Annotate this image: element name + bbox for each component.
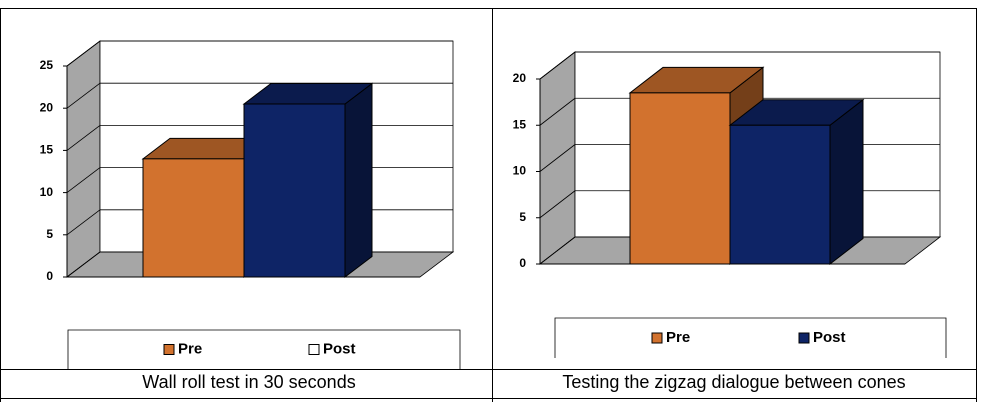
legend-box: [67, 329, 461, 369]
grid-line: [539, 190, 576, 219]
legend-swatch: [651, 332, 663, 344]
legend-label: Pre: [178, 340, 202, 357]
grid-line: [66, 125, 101, 151]
y-tick-label: 5: [46, 227, 53, 241]
y-tick-label: 20: [513, 71, 527, 85]
grid-line: [539, 51, 576, 80]
y-tick-label: 0: [46, 269, 53, 283]
bar: [142, 158, 245, 278]
grid-line: [66, 82, 101, 109]
grid-line: [539, 97, 576, 126]
legend-box: [554, 317, 947, 358]
table-frame: [0, 8, 977, 402]
y-tick-label: 20: [40, 100, 54, 114]
bar: [729, 124, 831, 265]
y-tick-label: 5: [519, 210, 526, 224]
grid-line: [539, 236, 576, 265]
grid-line: [66, 251, 101, 278]
legend-label: Post: [323, 340, 356, 357]
legend-label: Pre: [666, 329, 690, 346]
bar: [629, 92, 731, 265]
y-tick-label: 15: [40, 143, 54, 157]
bar-side: [829, 98, 864, 266]
y-tick-label: 10: [513, 164, 527, 178]
legend-label: Post: [813, 329, 846, 346]
grid-line: [66, 167, 101, 193]
y-tick-label: 10: [40, 185, 54, 199]
side-wall: [66, 40, 101, 278]
bar: [243, 103, 346, 278]
y-tick-label: 15: [513, 117, 527, 131]
legend-swatch: [163, 344, 175, 355]
grid-line: [66, 209, 101, 236]
y-tick-label: 25: [40, 58, 54, 72]
grid-line: [66, 40, 101, 67]
bar-side: [344, 82, 373, 279]
caption: Testing the zigzag dialogue between cone…: [562, 372, 905, 392]
legend-swatch: [798, 332, 810, 344]
legend-swatch: [308, 344, 320, 355]
grid-line: [539, 144, 576, 172]
y-tick-label: 0: [519, 256, 526, 270]
caption: Wall roll test in 30 seconds: [142, 372, 355, 392]
